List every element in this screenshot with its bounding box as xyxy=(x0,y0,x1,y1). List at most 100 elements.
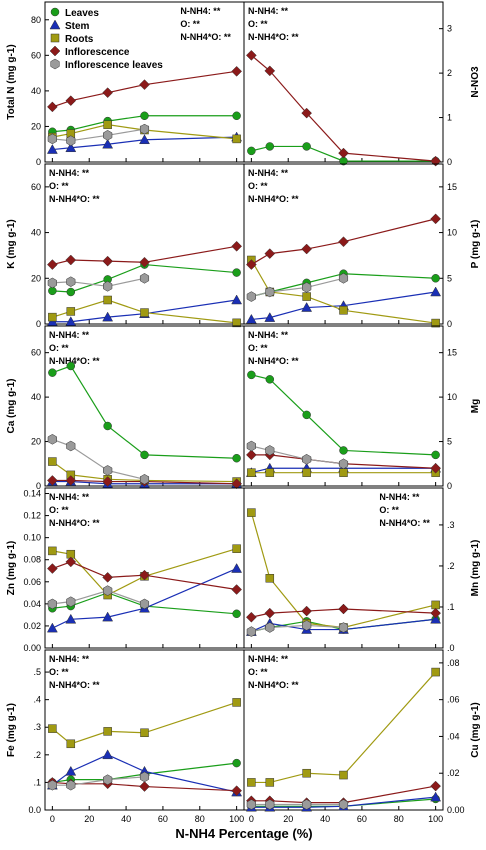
panel-2: 0 1 2 3 N-NO3 N-NH4: ** O: ** N-NH4*O: ** xyxy=(243,1,481,167)
y-tick-label: 5 xyxy=(447,273,452,283)
data-point xyxy=(431,450,440,460)
data-point xyxy=(102,572,114,583)
series-line xyxy=(52,589,145,605)
significance-note: O: ** xyxy=(248,667,268,677)
y-tick-label: 10 xyxy=(447,228,457,238)
significance-note: O: ** xyxy=(379,505,399,515)
legend-entry: Inflorescence xyxy=(65,47,130,58)
y-axis-label: N-NO3 xyxy=(470,66,481,98)
series-line xyxy=(52,365,237,459)
data-point xyxy=(339,306,348,315)
data-point xyxy=(246,626,256,637)
data-point xyxy=(302,282,312,293)
data-point xyxy=(47,475,58,486)
y-tick-label: 10 xyxy=(447,392,457,402)
significance-note: N-NH4: ** xyxy=(49,168,90,178)
data-point xyxy=(302,468,311,477)
y-tick-label: 0.10 xyxy=(23,533,41,543)
series-inflorescence xyxy=(246,603,441,623)
data-point xyxy=(48,368,57,377)
x-tick-label: 80 xyxy=(394,814,404,824)
series-inflorescence-leaves xyxy=(47,123,150,146)
y-tick-label: 40 xyxy=(31,86,41,96)
data-point xyxy=(301,243,313,255)
y-tick-label: .1 xyxy=(33,777,41,787)
legend: Leaves Stem Roots Inflorescence Inflorescenc… xyxy=(49,7,163,71)
data-point xyxy=(139,771,150,783)
data-point xyxy=(231,584,242,595)
series-inflorescence-leaves xyxy=(246,620,349,637)
data-point xyxy=(139,474,150,485)
data-point xyxy=(339,468,348,477)
y-tick-label: 0.08 xyxy=(23,555,41,565)
y-axis-label: P (mg g-1) xyxy=(470,220,481,269)
panel-frame xyxy=(44,325,245,487)
y-tick-label: .0 xyxy=(447,643,455,653)
legend-marker xyxy=(49,45,61,57)
y-tick-label: 60 xyxy=(31,348,41,358)
data-point xyxy=(246,259,257,270)
y-tick-label: 0.14 xyxy=(23,489,41,499)
significance-note: N-NH4*O: ** xyxy=(379,518,430,528)
x-tick-label: 40 xyxy=(121,814,131,824)
series-leaves xyxy=(48,361,241,463)
significance-note: O: ** xyxy=(49,505,69,515)
data-point xyxy=(66,596,76,607)
x-tick-label: 0 xyxy=(50,814,55,824)
series-stem xyxy=(46,131,243,154)
data-point xyxy=(338,458,349,470)
panel-frame xyxy=(243,487,444,649)
x-tick-label: 0 xyxy=(249,814,254,824)
data-point xyxy=(430,155,441,167)
panel-6: 0 5 10 15 Mg N-NH4: ** O: ** N-NH4*O: ** xyxy=(243,325,481,491)
data-point xyxy=(139,79,150,91)
panel-7: 0.00 0.02 0.04 0.06 0.08 0.10 0.12 0.14 Zn (mg g… xyxy=(6,487,245,653)
series-leaves xyxy=(48,260,241,297)
data-point xyxy=(48,724,57,733)
series-line xyxy=(52,128,145,142)
series-line xyxy=(251,624,344,633)
significance-note: N-NH4: ** xyxy=(49,654,90,664)
data-point xyxy=(264,607,276,619)
data-point xyxy=(247,508,256,517)
data-point xyxy=(232,609,241,619)
y-tick-label: 0 xyxy=(36,319,41,329)
data-point xyxy=(102,749,114,760)
data-point xyxy=(232,111,241,121)
y-tick-label: .2 xyxy=(33,750,41,760)
y-tick-label: 2 xyxy=(447,68,452,78)
significance-note: O: ** xyxy=(49,343,69,353)
y-tick-label: 0 xyxy=(36,481,41,491)
data-point xyxy=(430,791,442,802)
significance-note: O: ** xyxy=(248,343,268,353)
data-point xyxy=(65,142,77,153)
data-point xyxy=(430,607,441,619)
series-roots xyxy=(48,698,241,749)
data-point xyxy=(65,475,77,486)
data-point xyxy=(232,453,241,463)
x-axis-label: N-NH4 Percentage (%) xyxy=(175,826,312,841)
data-point xyxy=(47,101,58,113)
panel-1: 0 20 40 60 80 Total N (mg g-1) N-NH4: ** O: ** N… xyxy=(6,1,245,167)
series-line xyxy=(251,277,344,298)
data-point xyxy=(47,598,57,610)
significance-note: N-NH4: ** xyxy=(248,168,289,178)
y-axis-label: Zn (mg g-1) xyxy=(6,541,17,595)
y-tick-label: 60 xyxy=(31,50,41,60)
data-point xyxy=(430,613,442,624)
y-tick-label: .2 xyxy=(447,561,455,571)
series-leaves xyxy=(247,370,440,460)
data-point xyxy=(65,613,77,624)
data-point xyxy=(139,134,150,145)
y-tick-label: 0 xyxy=(447,481,452,491)
data-point xyxy=(302,410,311,420)
data-point xyxy=(265,286,275,298)
y-axis-label: Mn (mg g-1) xyxy=(470,540,481,597)
data-point xyxy=(231,65,242,77)
data-point xyxy=(431,318,440,328)
y-tick-label: 0.00 xyxy=(23,643,41,653)
y-tick-label: 80 xyxy=(31,15,41,25)
legend-entry: Inflorescence leaves xyxy=(65,60,163,71)
data-point xyxy=(103,281,113,292)
y-tick-label: .08 xyxy=(447,658,460,668)
